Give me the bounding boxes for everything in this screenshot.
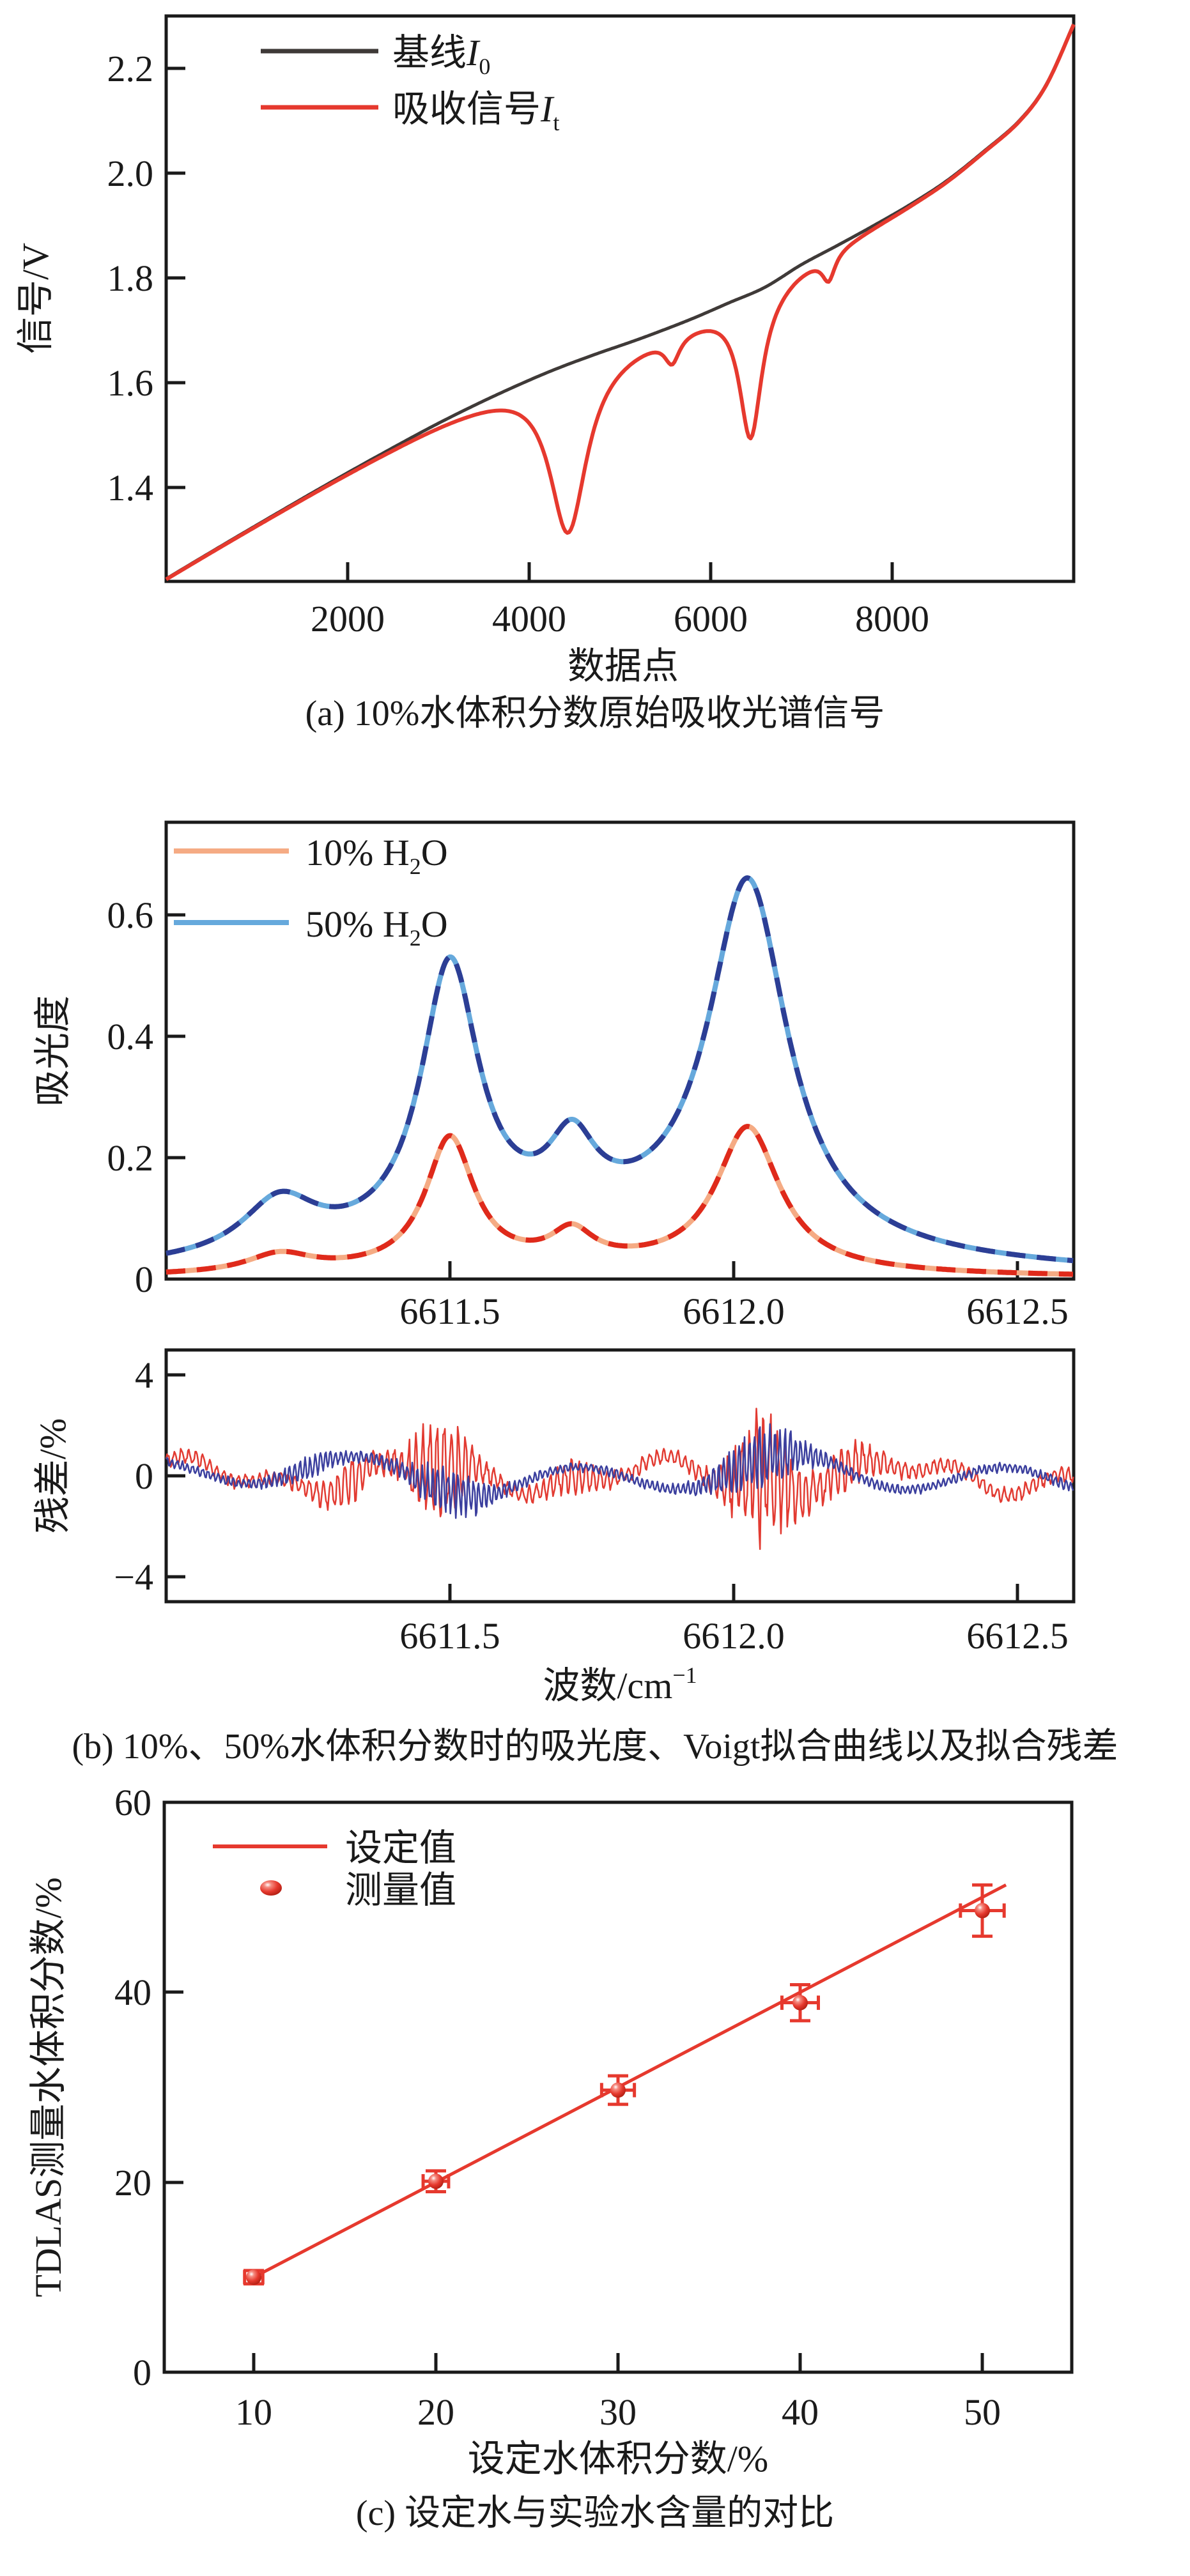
c-y-axis-label: TDLAS测量水体积分数/%	[27, 1877, 69, 2297]
a-ytick-label: 1.8	[107, 257, 154, 299]
b-res-ytick-label: 0	[135, 1455, 153, 1497]
a-xtick-label: 8000	[855, 598, 929, 640]
a-x-axis-label: 数据点	[568, 645, 679, 687]
voigt-fit-curve-10pct	[164, 1124, 1075, 1277]
b-abs-xtick-label: 6612.0	[683, 1291, 785, 1332]
legend-label-set-value: 设定值	[345, 1827, 456, 1869]
chart-b-residual: 4 0 −4 6611.5 6612.0 6612.5 残差/% 波数/cm−1…	[32, 1348, 1118, 1767]
b-res-xtick-label: 6612.0	[683, 1615, 785, 1657]
a-ytick-label: 1.6	[107, 362, 154, 404]
chart-a-legend: 基线I0 吸收信号It	[261, 32, 559, 135]
b-abs-y-axis-label: 吸光度	[32, 995, 73, 1107]
chart-b-abs-series	[164, 875, 1075, 1277]
legend-label-50pct: 50% H2O	[305, 903, 448, 951]
b-res-xtick-label: 6612.5	[966, 1615, 1069, 1657]
a-ytick-label: 2.0	[107, 153, 154, 194]
legend-dot-measured	[260, 1880, 282, 1896]
c-xtick-label: 40	[782, 2391, 819, 2433]
c-xtick-label: 20	[417, 2391, 454, 2433]
measured-point	[975, 1903, 990, 1919]
chart-c-legend: 设定值 测量值	[213, 1827, 456, 1911]
legend-label-absorption: 吸收信号It	[392, 88, 559, 135]
chart-b-absorbance: 0 0.2 0.4 0.6 6611.5 6612.0 6612.5 吸光度 1…	[32, 820, 1076, 1332]
c-xtick-label: 50	[964, 2391, 1001, 2433]
c-ytick-label: 20	[114, 2162, 151, 2204]
c-ytick-label: 0	[133, 2352, 151, 2393]
chart-b-abs-frame	[164, 820, 1076, 1281]
b-abs-ytick-label: 0.6	[107, 894, 154, 936]
chart-b-res-series	[165, 1407, 1074, 1551]
caption-b: (b) 10%、50%水体积分数时的吸光度、Voigt拟合曲线以及拟合残差	[72, 1727, 1118, 1767]
a-xtick-label: 4000	[492, 598, 566, 640]
b-res-ytick-label: −4	[114, 1556, 153, 1598]
legend-label-measured: 测量值	[345, 1869, 456, 1911]
b-abs-ytick-label: 0.4	[107, 1016, 154, 1057]
a-ytick-label: 1.4	[107, 467, 154, 509]
measured-point	[792, 1995, 808, 2011]
caption-c: (c) 设定水与实验水含量的对比	[356, 2494, 834, 2533]
b-res-y-axis-label: 残差/%	[32, 1418, 73, 1533]
caption-a: (a) 10%水体积分数原始吸收光谱信号	[305, 694, 885, 733]
measured-point	[610, 2082, 626, 2098]
measured-point	[428, 2174, 444, 2189]
chart-c-series	[243, 1883, 1007, 2286]
c-xtick-label: 10	[235, 2391, 272, 2433]
b-abs-ytick-label: 0	[135, 1259, 153, 1300]
c-ytick-label: 60	[114, 1782, 151, 1823]
voigt-fit-curve-50pct	[164, 875, 1075, 1264]
chart-a-series	[165, 23, 1076, 581]
absorbance-curve-50pct	[164, 875, 1075, 1264]
b-abs-xtick-label: 6611.5	[399, 1291, 500, 1332]
a-y-axis-label: 信号/V	[15, 243, 56, 354]
legend-label-10pct: 10% H2O	[305, 832, 448, 879]
legend-label-baseline: 基线I0	[392, 32, 490, 79]
a-xtick-label: 2000	[311, 598, 385, 640]
chart-b-legend: 10% H2O 50% H2O	[174, 832, 448, 951]
a-ytick-label: 2.2	[107, 48, 154, 89]
b-res-ytick-label: 4	[135, 1354, 153, 1396]
c-ytick-label: 40	[114, 1972, 151, 2013]
b-abs-xtick-label: 6612.5	[966, 1291, 1069, 1332]
measured-point	[246, 2269, 261, 2285]
residual-trace-50pct	[165, 1423, 1074, 1519]
b-x-axis-label: 波数/cm−1	[543, 1662, 697, 1706]
a-xtick-label: 6000	[674, 598, 748, 640]
chart-a: 2.2 2.0 1.8 1.6 1.4 2000 4000 6000 8000 …	[15, 14, 1076, 733]
c-xtick-label: 30	[599, 2391, 637, 2433]
set-value-line	[252, 1883, 1007, 2279]
chart-c: 0 20 40 60 10 20 30 40 50 TDLAS测量水体积分数/%…	[27, 1782, 1074, 2533]
b-abs-ytick-label: 0.2	[107, 1137, 154, 1179]
chart-a-frame	[164, 14, 1076, 583]
b-res-xtick-label: 6611.5	[399, 1615, 500, 1657]
absorption-signal-curve	[165, 24, 1076, 581]
c-x-axis-label: 设定水体积分数/%	[468, 2438, 768, 2480]
